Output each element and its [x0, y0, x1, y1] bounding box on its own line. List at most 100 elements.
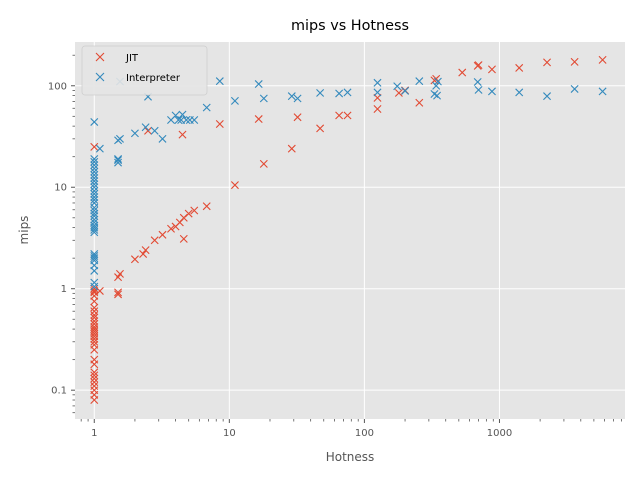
point-marker: [95, 144, 104, 153]
x-axis-label: Hotness: [326, 450, 375, 464]
point-marker: [432, 81, 441, 90]
point-marker: [90, 215, 99, 224]
point-marker: [458, 68, 467, 77]
point-marker: [343, 111, 352, 120]
point-marker: [114, 156, 123, 165]
point-marker: [316, 124, 325, 133]
point-marker: [433, 77, 442, 86]
point-marker: [90, 206, 99, 215]
point-marker: [215, 77, 224, 86]
point-marker: [90, 355, 99, 364]
point-marker: [394, 88, 403, 97]
point-marker: [90, 278, 99, 287]
point-marker: [90, 371, 99, 380]
point-marker: [202, 103, 211, 112]
point-marker: [150, 126, 159, 135]
point-marker: [114, 288, 123, 297]
point-marker: [254, 115, 263, 124]
point-marker: [150, 236, 159, 245]
point-marker: [114, 290, 123, 299]
point-marker: [90, 381, 99, 390]
legend-marker-jit: [95, 52, 105, 62]
point-marker: [343, 88, 352, 97]
point-marker: [474, 61, 483, 70]
point-marker: [373, 88, 382, 97]
point-marker: [293, 94, 302, 103]
point-marker: [141, 123, 150, 132]
series-interpreter: [90, 77, 607, 291]
legend: JIT Interpreter: [81, 45, 208, 96]
point-marker: [90, 303, 99, 312]
point-marker: [90, 221, 99, 230]
point-marker: [433, 91, 442, 100]
point-marker: [259, 94, 268, 103]
point-marker: [335, 89, 344, 98]
point-marker: [90, 374, 99, 383]
point-marker: [115, 269, 124, 278]
point-marker: [287, 144, 296, 153]
point-marker: [401, 86, 410, 95]
point-marker: [543, 58, 552, 67]
point-marker: [90, 198, 99, 207]
y-tick-label: 0.1: [51, 386, 67, 397]
point-marker: [570, 57, 579, 66]
legend-entry-jit: JIT: [95, 52, 139, 64]
point-marker: [90, 195, 99, 204]
point-marker: [90, 218, 99, 227]
point-marker: [90, 378, 99, 387]
point-marker: [393, 82, 402, 91]
point-marker: [90, 174, 99, 183]
y-tick-label: 100: [48, 81, 67, 92]
point-marker: [373, 105, 382, 114]
point-marker: [158, 230, 167, 239]
point-marker: [90, 317, 99, 326]
point-marker: [230, 181, 239, 190]
point-marker: [178, 110, 187, 119]
point-marker: [184, 209, 193, 218]
point-marker: [90, 164, 99, 173]
point-marker: [293, 113, 302, 122]
x-tick-label: 100: [355, 428, 374, 439]
point-marker: [171, 111, 180, 120]
point-marker: [474, 85, 483, 94]
point-marker: [202, 202, 211, 211]
y-axis-label: mips: [17, 216, 31, 245]
point-marker: [90, 284, 99, 293]
point-marker: [90, 186, 99, 195]
point-marker: [515, 88, 524, 97]
point-marker: [90, 157, 99, 166]
point-marker: [543, 92, 552, 101]
x-tick-label: 1000: [487, 428, 512, 439]
point-marker: [90, 180, 99, 189]
point-marker: [179, 234, 188, 243]
point-marker: [90, 193, 99, 202]
point-marker: [598, 87, 607, 96]
point-marker: [254, 80, 263, 89]
point-marker: [90, 307, 99, 316]
point-marker: [90, 183, 99, 192]
point-marker: [90, 209, 99, 218]
point-marker: [373, 78, 382, 87]
point-marker: [335, 111, 344, 120]
legend-entry-interpreter: Interpreter: [95, 72, 181, 84]
point-marker: [316, 88, 325, 97]
chart-title: mips vs Hotness: [291, 18, 409, 34]
point-marker: [167, 224, 176, 233]
point-marker: [114, 154, 123, 163]
point-marker: [90, 249, 99, 258]
point-marker: [90, 252, 99, 261]
point-marker: [90, 311, 99, 320]
point-marker: [230, 96, 239, 105]
point-marker: [174, 116, 183, 124]
point-marker: [415, 98, 424, 107]
legend-box: [81, 45, 208, 96]
point-marker: [182, 116, 191, 124]
point-marker: [215, 120, 224, 128]
y-tick-label: 1: [61, 284, 67, 295]
series-jit: [90, 55, 607, 405]
point-marker: [90, 340, 99, 349]
point-marker: [515, 63, 524, 72]
point-marker: [95, 286, 104, 295]
point-marker: [90, 167, 99, 176]
point-marker: [141, 246, 150, 255]
